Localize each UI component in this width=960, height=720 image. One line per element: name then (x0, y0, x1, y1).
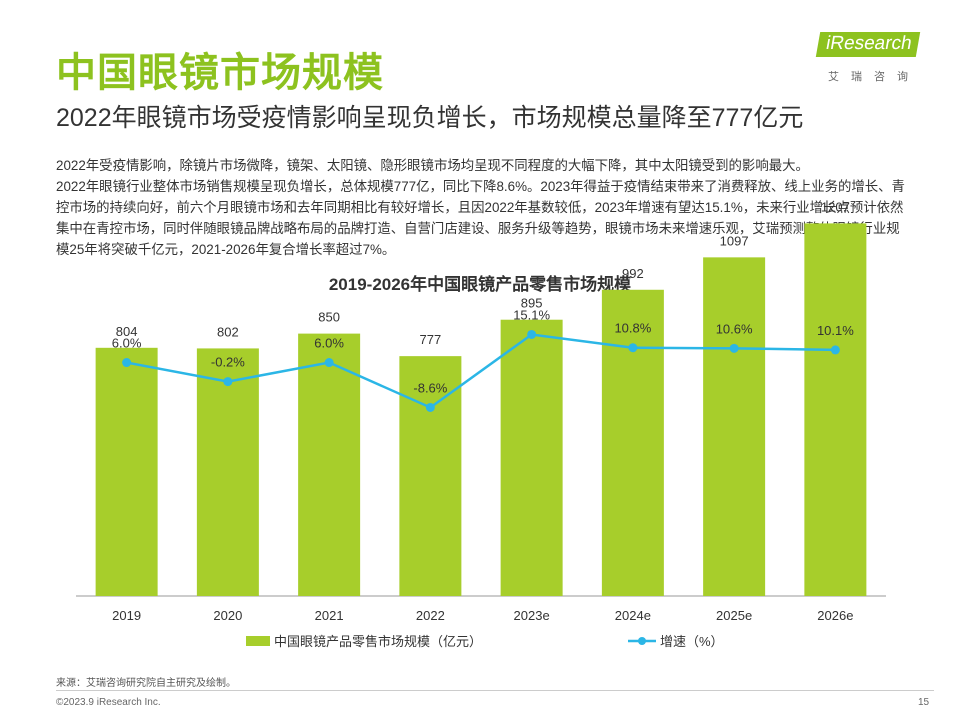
bar-value-label-2019: 804 (116, 324, 138, 339)
growth-point-2020 (223, 377, 233, 387)
page-subtitle: 2022年眼镜市场受疫情影响呈现负增长，市场规模总量降至777亿元 (56, 104, 804, 132)
bar-2024e (601, 289, 664, 596)
page-title: 中国眼镜市场规模 (56, 51, 384, 95)
growth-label-2023e: 15.1% (513, 307, 550, 322)
bar-value-label-2022: 777 (420, 332, 442, 347)
bar-2025e (703, 257, 766, 596)
bar-value-label-2020: 802 (217, 324, 239, 339)
growth-point-2024e (628, 343, 638, 353)
growth-label-2025e: 10.6% (716, 321, 753, 336)
legend-bar-swatch (246, 636, 270, 646)
logo-cn: 艾瑞咨询 (828, 71, 920, 83)
page-number: 15 (918, 697, 930, 708)
legend-line-marker (638, 637, 646, 645)
source-note: 来源：艾瑞咨询研究院自主研究及绘制。 (56, 678, 236, 689)
x-tick-label-2020: 2020 (213, 608, 242, 623)
bar-2019 (95, 347, 158, 596)
bar-2022 (399, 356, 462, 596)
bar-2021 (298, 333, 361, 596)
x-tick-label-2026e: 2026e (817, 608, 853, 623)
bar-2020 (196, 348, 259, 596)
x-tick-label-2023e: 2023e (514, 608, 550, 623)
growth-point-2026e (830, 345, 840, 355)
bar-value-label-2024e: 992 (622, 266, 644, 281)
growth-rate-line (126, 333, 836, 409)
growth-label-2024e: 10.8% (614, 321, 651, 336)
bar-value-label-2021: 850 (318, 310, 340, 325)
x-tick-label-2022: 2022 (416, 608, 445, 623)
bar-value-label-2026e: 1207 (821, 199, 850, 214)
growth-label-2020: -0.2% (211, 355, 245, 370)
bar-2023e (500, 319, 563, 596)
chart-title: 2019-2026年中国眼镜产品零售市场规模 (328, 275, 632, 294)
growth-point-2025e (729, 343, 739, 353)
legend-line-label: 增速（%） (660, 634, 724, 649)
footer-divider (56, 690, 934, 691)
x-tick-label-2024e: 2024e (615, 608, 651, 623)
x-tick-label-2021: 2021 (315, 608, 344, 623)
bar-value-label-2025e: 1097 (720, 233, 749, 248)
growth-point-2021 (324, 358, 334, 368)
iresearch-logo: iResearch 艾瑞咨询 (815, 30, 933, 90)
growth-label-2021: 6.0% (314, 336, 344, 351)
growth-label-2022: -8.6% (413, 380, 447, 395)
body-paragraph-1: 2022年受疫情影响，除镜片市场微降，镜架、太阳镜、隐形眼镜市场均呈现不同程度的… (56, 158, 809, 173)
x-tick-label-2019: 2019 (112, 608, 141, 623)
x-tick-label-2025e: 2025e (716, 608, 752, 623)
bar-2026e (804, 223, 867, 596)
growth-point-2022 (425, 402, 435, 412)
growth-point-2023e (527, 329, 537, 339)
bar-value-label-2023e: 895 (521, 296, 543, 311)
copyright: ©2023.9 iResearch Inc. (56, 697, 161, 708)
growth-label-2026e: 10.1% (817, 323, 854, 338)
legend-bar-label: 中国眼镜产品零售市场规模（亿元） (274, 634, 482, 649)
growth-point-2019 (122, 358, 132, 368)
body-paragraph-2: 2022年眼镜行业整体市场销售规模呈现负增长，总体规模777亿，同比下降8.6%… (56, 179, 905, 257)
growth-label-2019: 6.0% (112, 336, 142, 351)
body-text: 2022年受疫情影响，除镜片市场微降，镜架、太阳镜、隐形眼镜市场均呈现不同程度的… (56, 155, 911, 260)
